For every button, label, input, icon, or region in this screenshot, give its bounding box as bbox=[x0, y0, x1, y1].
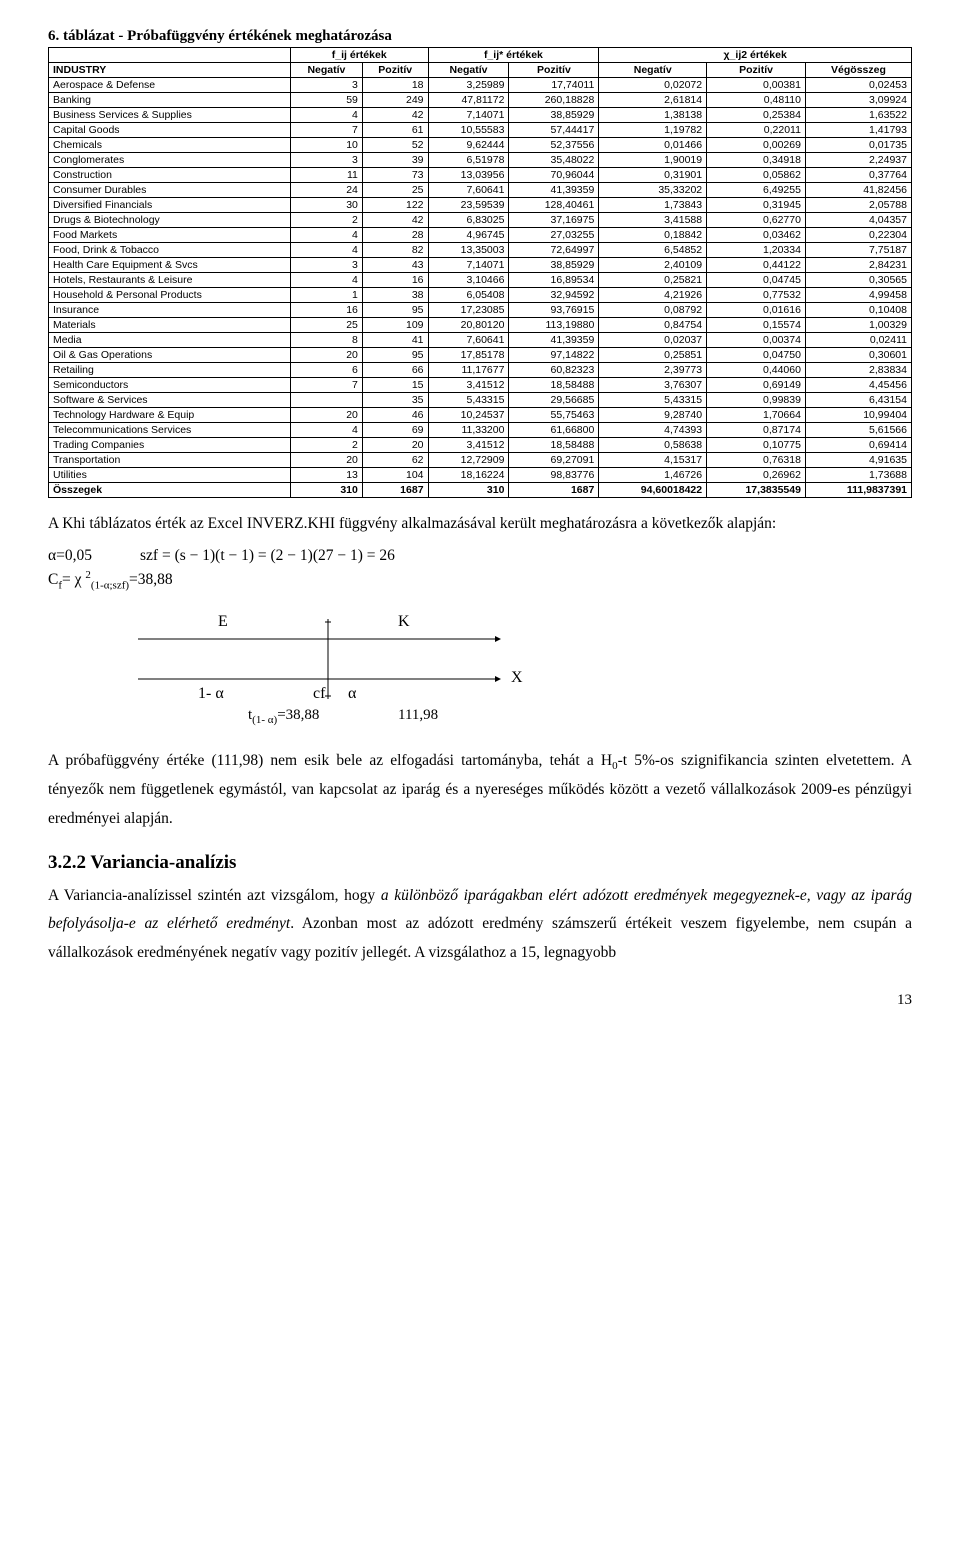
para3: A Variancia-analízissel szintén azt vizs… bbox=[48, 882, 912, 968]
label-1-alpha: 1- α bbox=[198, 685, 224, 703]
label-alpha: α bbox=[348, 685, 356, 703]
data-table: f_ij értékek f_ij* értékek χ_ij2 értékek… bbox=[48, 47, 912, 498]
col-header: Pozitív bbox=[707, 63, 806, 78]
table-row: Capital Goods76110,5558357,444171,197820… bbox=[49, 123, 912, 138]
alpha-formula: α=0,05 szf = (s − 1)(t − 1) = (2 − 1)(27… bbox=[48, 547, 912, 565]
table-row: Food, Drink & Tobacco48213,3500372,64997… bbox=[49, 243, 912, 258]
diagram-svg bbox=[118, 609, 558, 729]
table-row: Technology Hardware & Equip204610,245375… bbox=[49, 408, 912, 423]
table-row: Utilities1310418,1622498,837761,467260,2… bbox=[49, 468, 912, 483]
table-row: Transportation206212,7290969,270914,1531… bbox=[49, 453, 912, 468]
table-row: Food Markets4284,9674527,032550,188420,0… bbox=[49, 228, 912, 243]
para2: A próbafüggvény értéke (111,98) nem esik… bbox=[48, 747, 912, 834]
group-fij-star: f_ij* értékek bbox=[428, 48, 599, 63]
col-header: Pozitív bbox=[362, 63, 428, 78]
cf-formula: Cf= χ 2(1-α;szf)=38,88 bbox=[48, 569, 912, 591]
table-row: Aerospace & Defense3183,2598917,740110,0… bbox=[49, 78, 912, 93]
label-X: X bbox=[511, 669, 523, 687]
cf-line: Cf= χ 2(1-α;szf)=38,88 bbox=[48, 569, 173, 591]
table-row: Materials2510920,80120113,198800,847540,… bbox=[49, 318, 912, 333]
label-t: t(1- α)=38,88 bbox=[248, 707, 319, 726]
table-row: Conglomerates3396,5197835,480221,900190,… bbox=[49, 153, 912, 168]
table-caption: 6. táblázat - Próbafüggvény értékének me… bbox=[48, 28, 912, 45]
diagram: E K X 1- α cf α t(1- α)=38,88 111,98 bbox=[118, 609, 558, 729]
table-row: Media8417,6064141,393590,020370,003740,0… bbox=[49, 333, 912, 348]
table-row: Telecommunications Services46911,3320061… bbox=[49, 423, 912, 438]
group-chi: χ_ij2 értékek bbox=[599, 48, 912, 63]
table-row: Construction117313,0395670,960440,319010… bbox=[49, 168, 912, 183]
table-row: Semiconductors7153,4151218,584883,763070… bbox=[49, 378, 912, 393]
group-fij: f_ij értékek bbox=[290, 48, 428, 63]
col-header: Negatív bbox=[599, 63, 707, 78]
table-row: Trading Companies2203,4151218,584880,586… bbox=[49, 438, 912, 453]
totals-row: Összegek3101687310168794,6001842217,3835… bbox=[49, 483, 912, 498]
table-row: Drugs & Biotechnology2426,8302537,169753… bbox=[49, 213, 912, 228]
alpha-label: α=0,05 bbox=[48, 547, 92, 565]
heading-variance: 3.2.2 Variancia-analízis bbox=[48, 852, 912, 874]
table-row: Health Care Equipment & Svcs3437,1407138… bbox=[49, 258, 912, 273]
table-row: Chemicals10529,6244452,375560,014660,002… bbox=[49, 138, 912, 153]
col-header: Végösszeg bbox=[805, 63, 911, 78]
header-row-groups: f_ij értékek f_ij* értékek χ_ij2 értékek bbox=[49, 48, 912, 63]
label-K: K bbox=[398, 613, 410, 631]
col-header: INDUSTRY bbox=[49, 63, 291, 78]
label-cf: cf bbox=[313, 685, 325, 703]
table-row: Retailing66611,1767760,823232,397730,440… bbox=[49, 363, 912, 378]
table-row: Software & Services355,4331529,566855,43… bbox=[49, 393, 912, 408]
table-row: Household & Personal Products1386,054083… bbox=[49, 288, 912, 303]
table-row: Banking5924947,81172260,188282,618140,48… bbox=[49, 93, 912, 108]
szf-formula: szf = (s − 1)(t − 1) = (2 − 1)(27 − 1) =… bbox=[140, 547, 395, 565]
col-header: Negatív bbox=[290, 63, 362, 78]
table-row: Business Services & Supplies4427,1407138… bbox=[49, 108, 912, 123]
header-row-cols: INDUSTRYNegatívPozitívNegatívPozitívNega… bbox=[49, 63, 912, 78]
label-E: E bbox=[218, 613, 228, 631]
table-row: Consumer Durables24257,6064141,3935935,3… bbox=[49, 183, 912, 198]
para1: A Khi táblázatos érték az Excel INVERZ.K… bbox=[48, 510, 912, 539]
table-row: Oil & Gas Operations209517,8517897,14822… bbox=[49, 348, 912, 363]
label-value: 111,98 bbox=[398, 707, 438, 724]
page-number: 13 bbox=[48, 992, 912, 1009]
col-header: Pozitív bbox=[509, 63, 599, 78]
table-row: Hotels, Restaurants & Leisure4163,104661… bbox=[49, 273, 912, 288]
table-row: Diversified Financials3012223,59539128,4… bbox=[49, 198, 912, 213]
table-row: Insurance169517,2308593,769150,087920,01… bbox=[49, 303, 912, 318]
col-header: Negatív bbox=[428, 63, 509, 78]
